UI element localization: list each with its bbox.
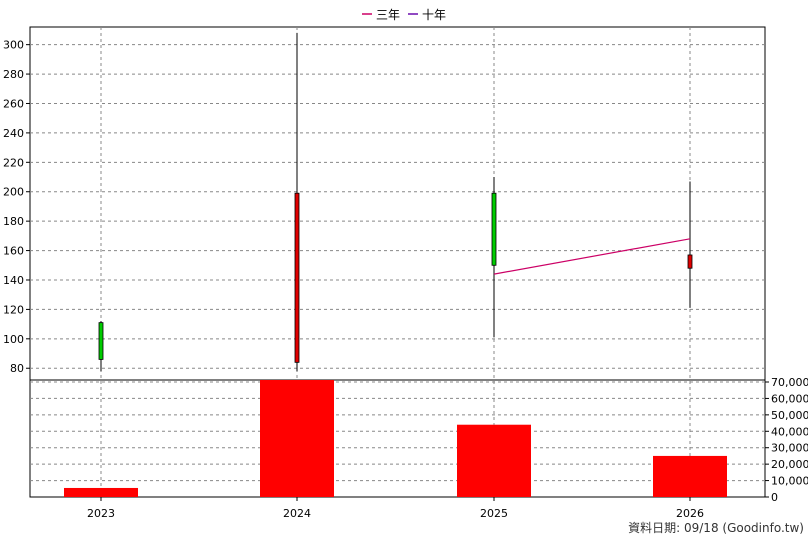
- candlesticks: [98, 32, 693, 372]
- legend: 三年 十年: [362, 8, 446, 22]
- price-tick-label-260: 260: [3, 97, 24, 110]
- price-tick-label-160: 160: [3, 245, 24, 258]
- price-tick-label-100: 100: [3, 333, 24, 346]
- plot-frame: [29, 26, 766, 498]
- candle-body-2023: [98, 322, 104, 360]
- candle-body-2024: [294, 192, 300, 363]
- price-tick-label-240: 240: [3, 127, 24, 140]
- volume-bars: [64, 380, 727, 497]
- axis-labels: 80 100 120 140 160 180 200 220 240 260 280 300 0 10,0…: [3, 39, 808, 520]
- price-tick-label-140: 140: [3, 274, 24, 287]
- volume-tick-label-10000: 10,000: [771, 475, 808, 488]
- volume-tick-label-30000: 30,000: [771, 442, 808, 455]
- x-tick-label-2025: 2025: [480, 507, 508, 520]
- ma-three-year-line: [493, 238, 691, 275]
- grid-layer: [30, 27, 765, 497]
- price-tick-label-220: 220: [3, 156, 24, 169]
- volume-tick-label-60000: 60,000: [771, 392, 808, 405]
- price-tick-label-180: 180: [3, 215, 24, 228]
- x-tick-label-2023: 2023: [87, 507, 115, 520]
- candle-body-2026: [687, 254, 693, 269]
- volume-tick-label-70000: 70,000: [771, 376, 808, 389]
- source-note: 資料日期: 09/18 (Goodinfo.tw): [628, 521, 804, 535]
- volume-tick-label-0: 0: [771, 491, 778, 504]
- price-tick-label-80: 80: [10, 362, 24, 375]
- volume-tick-label-40000: 40,000: [771, 425, 808, 438]
- x-tick-label-2024: 2024: [283, 507, 311, 520]
- price-tick-label-280: 280: [3, 68, 24, 81]
- volume-bar-2026: [653, 455, 727, 497]
- volume-bar-2024: [260, 380, 334, 497]
- candle-body-2025: [491, 192, 497, 266]
- x-tick-label-2026: 2026: [676, 507, 704, 520]
- legend-label-ten-year: 十年: [422, 8, 446, 22]
- price-tick-label-200: 200: [3, 186, 24, 199]
- price-tick-label-120: 120: [3, 303, 24, 316]
- volume-bar-2023: [64, 487, 138, 497]
- volume-tick-label-50000: 50,000: [771, 409, 808, 422]
- moving-average-lines: [493, 238, 691, 275]
- legend-label-three-year: 三年: [376, 8, 400, 22]
- price-tick-label-300: 300: [3, 39, 24, 52]
- volume-tick-label-20000: 20,000: [771, 458, 808, 471]
- volume-bar-2025: [457, 424, 531, 497]
